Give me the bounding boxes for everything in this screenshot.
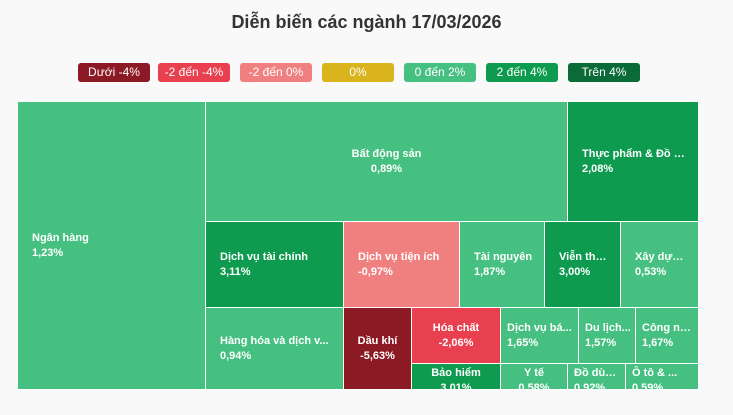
treemap-tile[interactable]: Viễn thông 3,00% (545, 222, 621, 308)
treemap-tile[interactable]: Thực phẩm & Đồ uống 2,08% (568, 102, 699, 222)
treemap-tile[interactable]: Tài nguyên 1,87% (460, 222, 545, 308)
tile-value: 1,57% (585, 336, 617, 349)
tile-name: Du lịch... (585, 321, 631, 334)
tile-name: Bất động sản (351, 147, 422, 160)
tile-label: Dịch vụ tiện ích -0,97% (344, 250, 459, 280)
tile-value: 3,11% (220, 265, 251, 278)
tile-label: Viễn thông 3,00% (545, 250, 620, 280)
treemap-tile[interactable]: Dịch vụ tài chính 3,11% (206, 222, 344, 308)
tile-value: 0,92% (574, 382, 606, 390)
tile-value: 0,89% (370, 162, 403, 175)
treemap-tile[interactable]: Dịch vụ tiện ích -0,97% (344, 222, 460, 308)
tile-value: 0,94% (220, 349, 252, 362)
treemap-tile[interactable]: Ngân hàng 1,23% (18, 102, 206, 390)
treemap-tile[interactable]: Y tế 0,58% (501, 364, 568, 390)
tile-label: Ô tô & ... 0,59% (626, 366, 698, 390)
treemap-tile[interactable]: Bảo hiểm 3,01% (412, 364, 501, 390)
tile-label: Bảo hiểm 3,01% (412, 366, 500, 390)
treemap-tile[interactable]: Hàng hóa và dịch v... 0,94% (206, 308, 344, 390)
treemap-tile[interactable]: Du lịch... 1,57% (579, 308, 636, 364)
tile-value: 1,23% (32, 246, 64, 259)
tile-label: Bất động sản 0,89% (206, 147, 567, 177)
chart-title: Diễn biến các ngành 17/03/2026 (231, 12, 502, 32)
legend-item[interactable]: Trên 4% (568, 63, 640, 82)
legend-item[interactable]: -2 đến -4% (158, 63, 230, 82)
tile-value: 1,65% (507, 336, 539, 349)
tile-label: Dầu khí -5,63% (344, 334, 411, 364)
tile-value: 0,53% (635, 265, 667, 278)
tile-value: 3,01% (440, 382, 472, 390)
treemap-tile[interactable]: Hóa chất -2,06% (412, 308, 501, 364)
tile-label: Thực phẩm & Đồ uống 2,08% (568, 147, 698, 177)
tile-name: Hóa chất (432, 321, 480, 334)
tile-label: Công ng... 1,67% (636, 321, 698, 351)
tile-label: Tài nguyên 1,87% (460, 250, 544, 280)
treemap-tile[interactable]: Xây dựng ... 0,53% (621, 222, 699, 308)
legend-item[interactable]: -2 đến 0% (240, 63, 312, 82)
legend-item[interactable]: 0% (322, 63, 394, 82)
tile-label: Xây dựng ... 0,53% (621, 250, 698, 280)
tile-value: -5,63% (360, 349, 395, 362)
tile-name: Ngân hàng (32, 231, 89, 244)
tile-name: Tài nguyên (474, 250, 533, 263)
tile-name: Xây dựng ... (635, 250, 690, 263)
tile-name: Hàng hóa và dịch v... (220, 334, 329, 347)
treemap-tile[interactable]: Đồ dùng... 0,92% (568, 364, 626, 390)
tile-value: 0,58% (518, 382, 550, 390)
tile-value: 2,08% (582, 162, 614, 175)
tile-name: Dịch vụ tài chính (220, 250, 309, 263)
tile-label: Hóa chất -2,06% (412, 321, 500, 351)
tile-value: 1,87% (474, 265, 506, 278)
tile-label: Du lịch... 1,57% (579, 321, 635, 351)
tile-label: Y tế 0,58% (501, 366, 567, 390)
tile-name: Ô tô & ... (632, 367, 678, 379)
treemap-tile[interactable]: Dầu khí -5,63% (344, 308, 412, 390)
tile-name: Y tế (524, 367, 544, 379)
treemap-tile[interactable]: Công ng... 1,67% (636, 308, 699, 364)
tile-value: -2,06% (438, 336, 474, 349)
tile-label: Đồ dùng... 0,92% (568, 366, 625, 390)
treemap-tile[interactable]: Bất động sản 0,89% (206, 102, 568, 222)
tile-value: 3,00% (559, 265, 591, 278)
tile-label: Dịch vụ tài chính 3,11% (206, 250, 343, 280)
tile-name: Bảo hiểm (431, 367, 481, 379)
tile-name: Công ng... (642, 321, 694, 334)
tile-name: Thực phẩm & Đồ uống (582, 147, 690, 160)
legend-item[interactable]: Dưới -4% (78, 63, 150, 82)
legend-item[interactable]: 2 đến 4% (486, 63, 558, 82)
tile-label: Hàng hóa và dịch v... 0,94% (206, 334, 343, 364)
tile-name: Dịch vụ bá... (507, 321, 572, 334)
legend: Dưới -4% -2 đến -4% -2 đến 0% 0% 0 đến 2% 2 đ… (0, 63, 733, 83)
tile-value: 0,59% (632, 382, 664, 390)
legend-item[interactable]: 0 đến 2% (404, 63, 476, 82)
tile-name: Dầu khí (357, 334, 398, 347)
tile-label: Dịch vụ bá... 1,65% (501, 321, 578, 351)
tile-name: Viễn thông (559, 250, 612, 263)
tile-label: Ngân hàng 1,23% (18, 231, 205, 261)
treemap-tile[interactable]: Dịch vụ bá... 1,65% (501, 308, 579, 364)
tile-name: Đồ dùng... (574, 367, 621, 379)
tile-name: Dịch vụ tiện ích (358, 250, 440, 263)
treemap: Ngân hàng 1,23% Bất động sản 0,89% Thực phẩm… (18, 102, 699, 390)
tile-value: 1,67% (642, 336, 674, 349)
treemap-tile[interactable]: Ô tô & ... 0,59% (626, 364, 699, 390)
tile-value: -0,97% (358, 265, 393, 278)
